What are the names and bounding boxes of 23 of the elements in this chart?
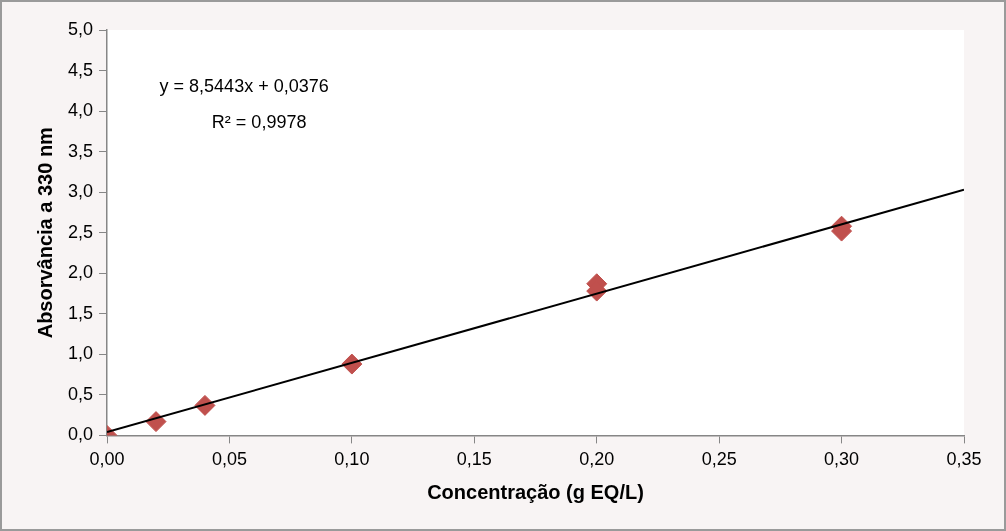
x-tick-label: 0,00 <box>89 449 125 470</box>
x-tick-label: 0,30 <box>824 449 860 470</box>
y-tick-label: 0,0 <box>67 424 94 445</box>
y-axis-title: Absorvância a 330 nm <box>33 127 56 339</box>
y-tick-label: 2,5 <box>67 221 94 242</box>
annotation: R² = 0,9978 <box>211 112 307 133</box>
annotation: y = 8,5443x + 0,0376 <box>159 75 329 96</box>
x-tick-label: 0,35 <box>946 449 982 470</box>
y-tick-label: 0,5 <box>67 383 94 404</box>
y-tick-label: 2,0 <box>67 262 94 283</box>
x-tick-label: 0,05 <box>211 449 247 470</box>
x-axis-title: Concentração (g EQ/L) <box>427 480 644 503</box>
x-tick-label: 0,10 <box>334 449 370 470</box>
y-tick-label: 3,0 <box>67 181 94 202</box>
x-tick-label: 0,25 <box>701 449 737 470</box>
y-tick-label: 4,5 <box>67 59 94 80</box>
y-tick-label: 1,5 <box>67 302 94 323</box>
x-tick-label: 0,20 <box>579 449 615 470</box>
y-tick-label: 5,0 <box>67 18 94 39</box>
y-tick-label: 3,5 <box>67 140 94 161</box>
y-tick-label: 4,0 <box>67 100 94 121</box>
y-tick-label: 1,0 <box>67 343 94 364</box>
x-tick-label: 0,15 <box>456 449 492 470</box>
